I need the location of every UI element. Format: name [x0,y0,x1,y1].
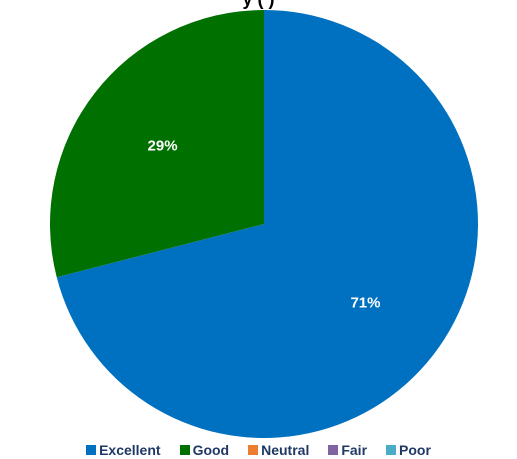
legend-item-poor: Poor [386,442,431,458]
legend-label: Fair [341,442,368,458]
legend-label: Poor [399,442,431,458]
data-label-good: 29% [148,137,178,154]
legend-swatch [386,445,397,455]
legend-label: Neutral [261,442,310,458]
legend-item-fair: Fair [328,442,367,458]
legend-label: Good [192,442,230,458]
legend-swatch [328,445,339,455]
legend-swatch [179,445,190,455]
legend-item-good: Good [179,442,230,458]
legend: Excellent Good Neutral Fair Poor [0,442,517,458]
data-label-excellent: 71% [350,295,380,312]
legend-swatch [86,445,97,455]
legend-label: Excellent [99,442,161,458]
pie-chart: 71% 29% [49,10,479,438]
legend-item-neutral: Neutral [248,442,309,458]
pie-slice-good [49,10,265,278]
legend-item-excellent: Excellent [86,442,161,458]
legend-swatch [248,445,259,455]
pie-slice-excellent [56,10,479,438]
chart-title: y ( ) [0,0,517,10]
